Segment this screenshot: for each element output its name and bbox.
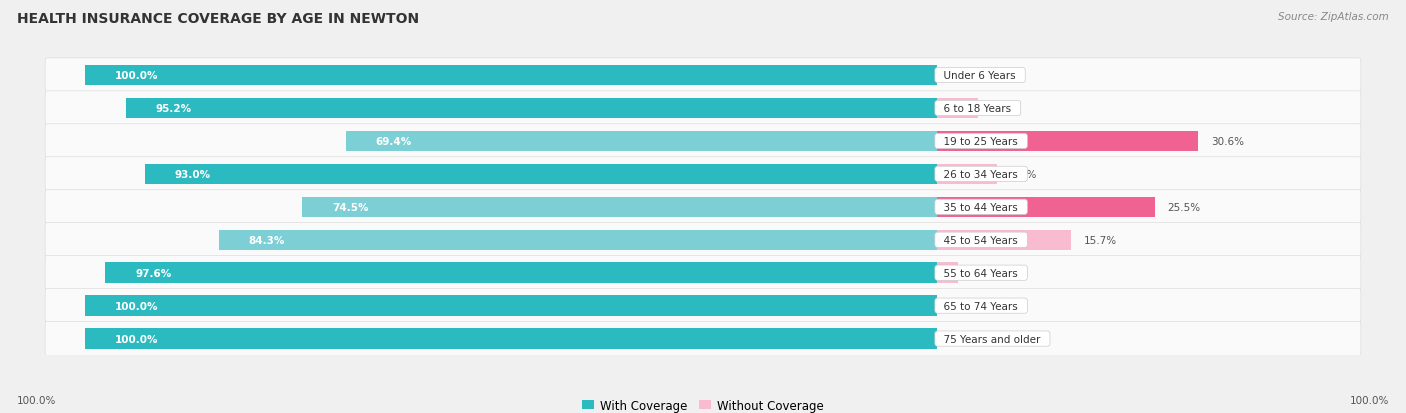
Bar <box>84 329 938 349</box>
Text: 65 to 74 Years: 65 to 74 Years <box>938 301 1025 311</box>
Bar <box>302 197 938 218</box>
Text: 74.5%: 74.5% <box>332 202 368 212</box>
Text: 26 to 34 Years: 26 to 34 Years <box>938 169 1025 179</box>
Bar <box>938 131 1198 152</box>
Text: 0.0%: 0.0% <box>950 334 977 344</box>
FancyBboxPatch shape <box>45 92 1361 126</box>
Bar <box>938 263 957 283</box>
Text: 30.6%: 30.6% <box>1211 137 1244 147</box>
Text: 69.4%: 69.4% <box>375 137 412 147</box>
Text: Source: ZipAtlas.com: Source: ZipAtlas.com <box>1278 12 1389 22</box>
Text: 100.0%: 100.0% <box>1350 395 1389 405</box>
Text: HEALTH INSURANCE COVERAGE BY AGE IN NEWTON: HEALTH INSURANCE COVERAGE BY AGE IN NEWT… <box>17 12 419 26</box>
Text: 100.0%: 100.0% <box>115 334 157 344</box>
Text: 35 to 44 Years: 35 to 44 Years <box>938 202 1025 212</box>
Bar <box>125 99 938 119</box>
Text: 0.0%: 0.0% <box>950 301 977 311</box>
Bar <box>84 66 938 86</box>
FancyBboxPatch shape <box>45 59 1361 93</box>
Text: 15.7%: 15.7% <box>1084 235 1118 245</box>
FancyBboxPatch shape <box>45 223 1361 257</box>
Text: Under 6 Years: Under 6 Years <box>938 71 1022 81</box>
Bar <box>84 296 938 316</box>
Text: 0.0%: 0.0% <box>950 71 977 81</box>
Text: 7.0%: 7.0% <box>1010 169 1036 179</box>
Bar <box>938 99 979 119</box>
Bar <box>145 164 938 185</box>
Text: 100.0%: 100.0% <box>17 395 56 405</box>
Text: 25.5%: 25.5% <box>1168 202 1201 212</box>
Text: 2.4%: 2.4% <box>970 268 997 278</box>
Text: 84.3%: 84.3% <box>249 235 285 245</box>
Legend: With Coverage, Without Coverage: With Coverage, Without Coverage <box>578 394 828 413</box>
FancyBboxPatch shape <box>45 124 1361 159</box>
Text: 100.0%: 100.0% <box>115 301 157 311</box>
FancyBboxPatch shape <box>45 322 1361 356</box>
Text: 4.8%: 4.8% <box>991 104 1018 114</box>
Text: 45 to 54 Years: 45 to 54 Years <box>938 235 1025 245</box>
Text: 100.0%: 100.0% <box>115 71 157 81</box>
Text: 97.6%: 97.6% <box>135 268 172 278</box>
Bar <box>105 263 938 283</box>
FancyBboxPatch shape <box>45 157 1361 192</box>
FancyBboxPatch shape <box>45 190 1361 224</box>
Text: 95.2%: 95.2% <box>156 104 191 114</box>
Text: 93.0%: 93.0% <box>174 169 211 179</box>
FancyBboxPatch shape <box>45 289 1361 323</box>
Text: 19 to 25 Years: 19 to 25 Years <box>938 137 1025 147</box>
Bar <box>219 230 938 250</box>
Text: 6 to 18 Years: 6 to 18 Years <box>938 104 1018 114</box>
Bar <box>938 197 1154 218</box>
Bar <box>346 131 938 152</box>
Text: 75 Years and older: 75 Years and older <box>938 334 1047 344</box>
Text: 55 to 64 Years: 55 to 64 Years <box>938 268 1025 278</box>
Bar <box>938 230 1071 250</box>
FancyBboxPatch shape <box>45 256 1361 290</box>
Bar <box>938 164 997 185</box>
